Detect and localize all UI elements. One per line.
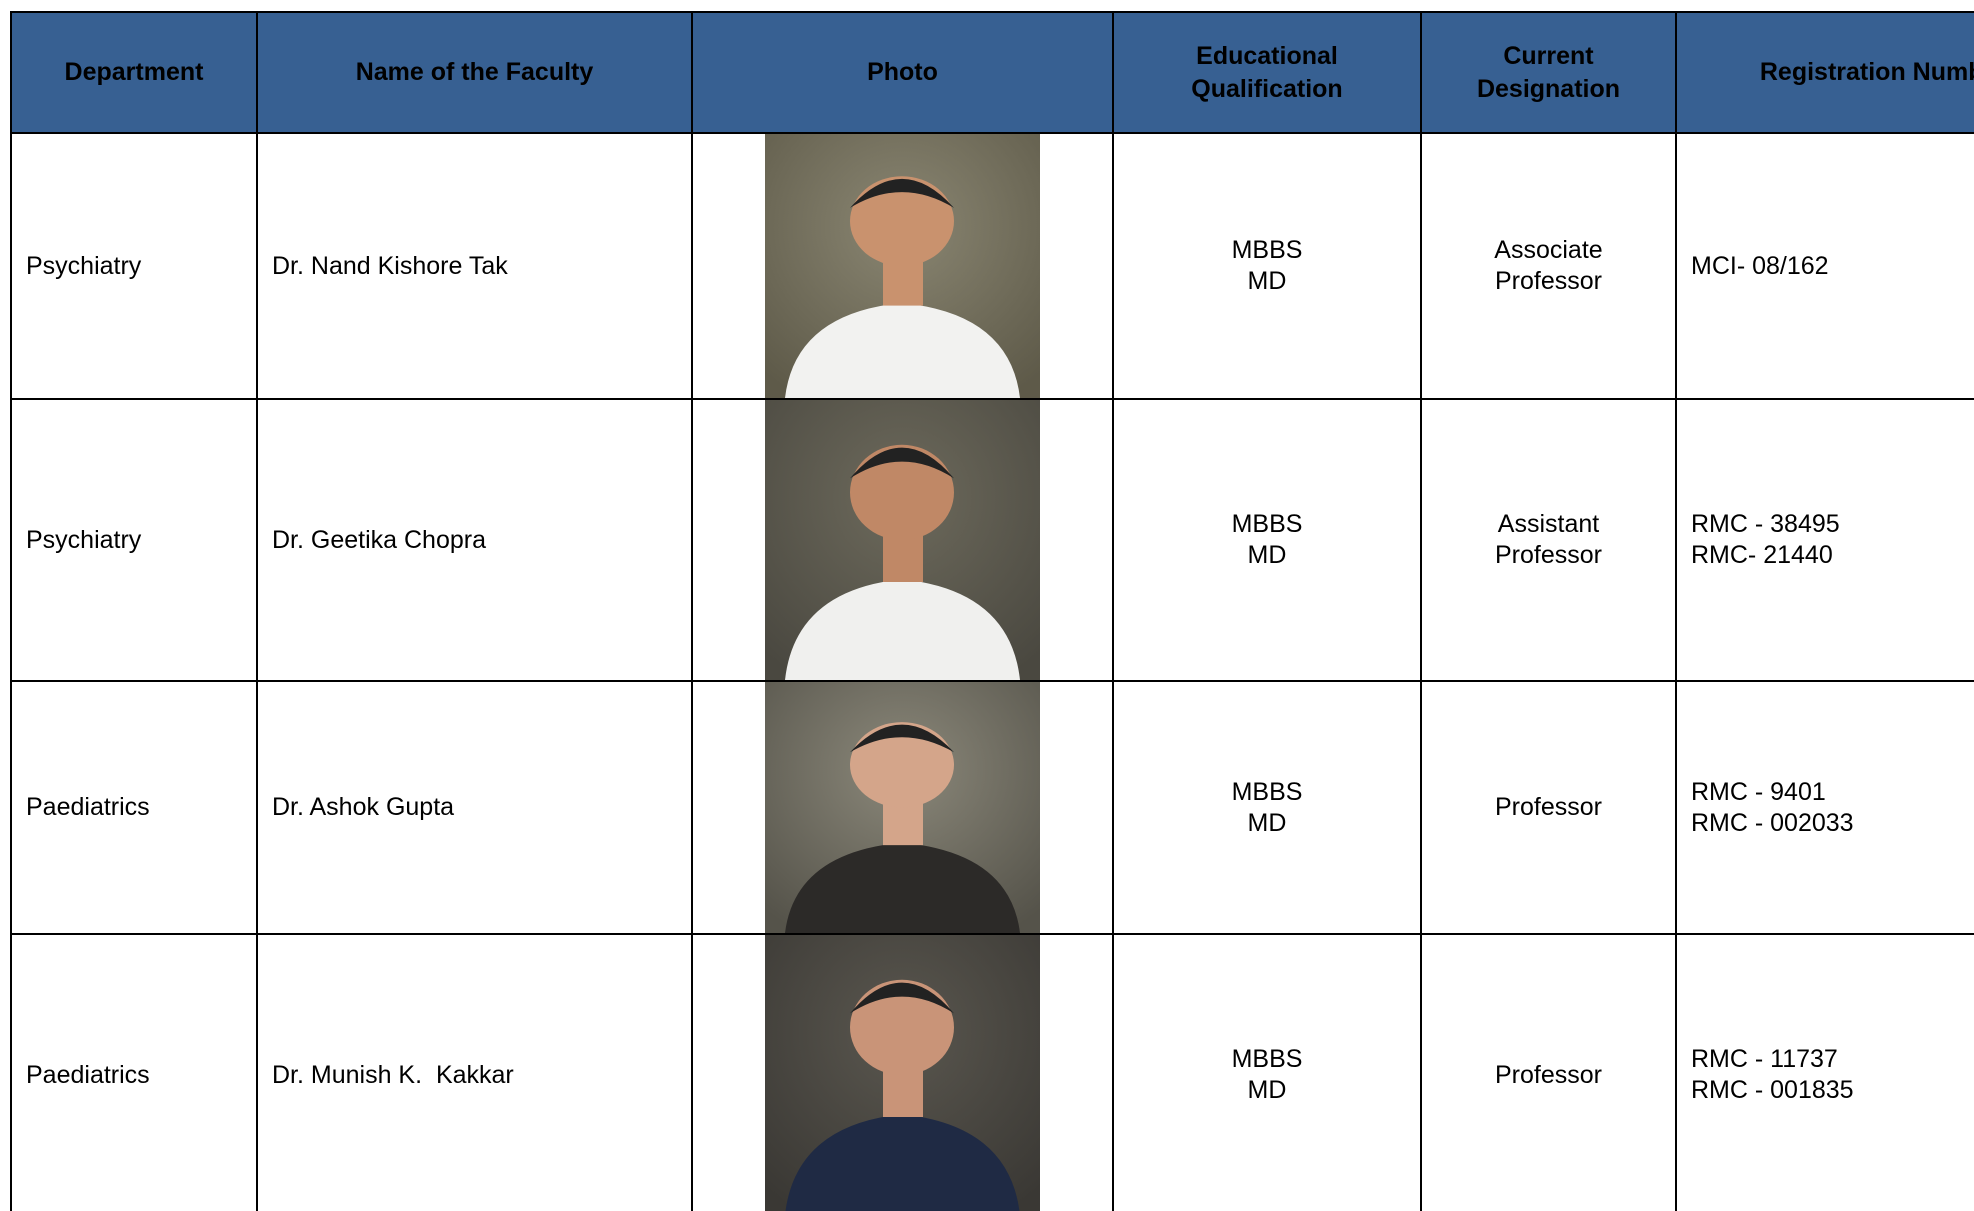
designation-line: Professor	[1495, 793, 1602, 821]
designation-line: Professor	[1495, 1060, 1602, 1089]
faculty-row: Psychiatry Dr. Geetika Chopra MBBS MD Assis…	[10, 398, 1974, 682]
registration: RMC - 9401 RMC - 002033	[1675, 680, 1974, 935]
faculty-row: Paediatrics Dr. Ashok Gupta MBBS MD Profess…	[10, 680, 1974, 935]
photo-cell	[691, 680, 1114, 935]
photo	[765, 400, 1040, 680]
department: Psychiatry	[10, 398, 258, 682]
qualification-line: MBBS	[1231, 510, 1303, 538]
photo-cell	[691, 398, 1114, 682]
qualification: MBBS MD	[1112, 132, 1422, 400]
column-header: Name of the Faculty	[256, 11, 693, 134]
column-header: Current Designation	[1420, 11, 1677, 134]
designation-line: Assistant	[1497, 510, 1600, 538]
faculty-row: Paediatrics Dr. Munish K. Kakkar MBBS MD Pr…	[10, 933, 1974, 1211]
registration: RMC - 11737 RMC - 001835	[1675, 933, 1974, 1211]
qualification: MBBS MD	[1112, 398, 1422, 682]
qualification-line: MBBS	[1231, 236, 1303, 264]
faculty-name: Dr. Ashok Gupta	[256, 680, 693, 935]
registration-line: RMC - 38495	[1691, 510, 1840, 538]
photo	[765, 682, 1040, 933]
department: Psychiatry	[10, 132, 258, 400]
column-header: Department	[10, 11, 258, 134]
registration-line: MCI- 08/162	[1691, 251, 1829, 280]
qualification-line: MD	[1247, 808, 1287, 837]
designation-line: Associate	[1494, 236, 1603, 264]
photo-cell	[691, 132, 1114, 400]
registration-line: RMC - 002033	[1691, 808, 1854, 837]
registration-line: RMC - 001835	[1691, 1076, 1854, 1104]
designation: Professor	[1420, 680, 1677, 935]
column-header: Photo	[691, 11, 1114, 134]
faculty-name: Dr. Munish K. Kakkar	[256, 933, 693, 1211]
designation: Professor	[1420, 933, 1677, 1211]
qualification-line: MBBS	[1231, 777, 1303, 806]
header-row: Department Name of the Faculty Photo Educat…	[10, 11, 1974, 134]
qualification: MBBS MD	[1112, 680, 1422, 935]
designation-line: Professor	[1495, 541, 1602, 569]
faculty-row: Psychiatry Dr. Nand Kishore Tak MBBS MD Ass…	[10, 132, 1974, 400]
column-header: Registration Number	[1675, 11, 1974, 134]
registration-line: RMC - 9401	[1691, 777, 1826, 806]
faculty-name: Dr. Nand Kishore Tak	[256, 132, 693, 400]
department: Paediatrics	[10, 680, 258, 935]
registration: MCI- 08/162	[1675, 132, 1974, 400]
qualification-line: MBBS	[1231, 1045, 1303, 1073]
designation-line: Professor	[1495, 267, 1602, 295]
faculty-table: Department Name of the Faculty Photo Educat…	[10, 11, 1974, 1211]
photo-cell	[691, 933, 1114, 1211]
column-header: Educational Qualification	[1112, 11, 1422, 134]
registration-line: RMC- 21440	[1691, 541, 1833, 569]
photo	[765, 134, 1040, 398]
faculty-name: Dr. Geetika Chopra	[256, 398, 693, 682]
qualification: MBBS MD	[1112, 933, 1422, 1211]
registration: RMC - 38495 RMC- 21440	[1675, 398, 1974, 682]
designation: Associate Professor	[1420, 132, 1677, 400]
registration-line: RMC - 11737	[1691, 1045, 1838, 1073]
designation: Assistant Professor	[1420, 398, 1677, 682]
department: Paediatrics	[10, 933, 258, 1211]
qualification-line: MD	[1247, 1076, 1287, 1104]
photo	[765, 935, 1040, 1211]
qualification-line: MD	[1247, 267, 1287, 295]
qualification-line: MD	[1247, 541, 1287, 569]
